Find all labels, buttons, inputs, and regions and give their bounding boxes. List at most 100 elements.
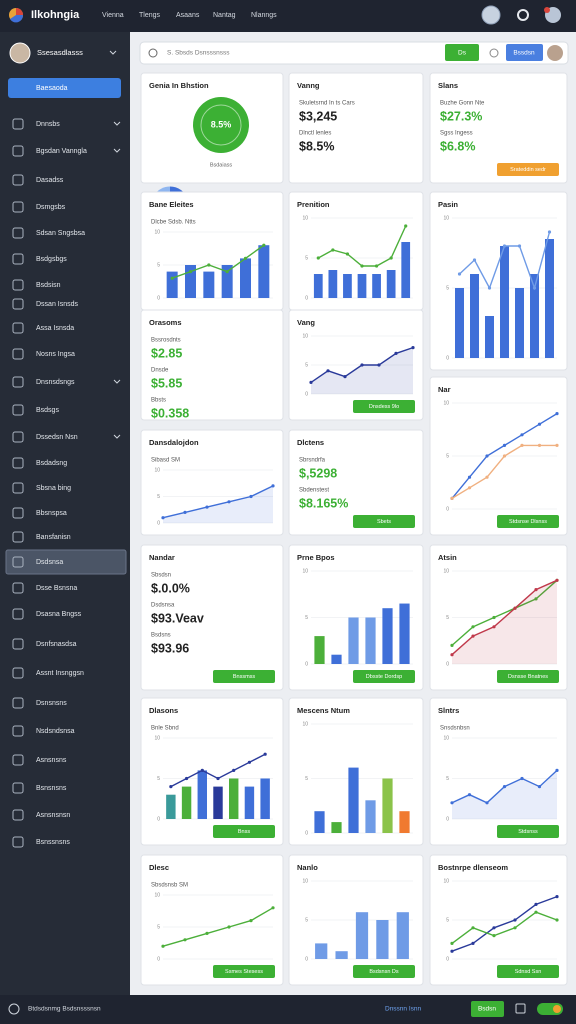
bar — [348, 767, 359, 833]
sidebar-item[interactable]: Dasadss — [36, 177, 64, 184]
sidebar-item[interactable]: Dsdsnsa — [36, 559, 63, 566]
sidebar-item[interactable]: Dssan Isnsds — [36, 301, 79, 308]
card: Dlesc Sbsdsnsb SM Ssmes Stesess 0 5 10 — [140, 854, 284, 986]
card-button[interactable] — [353, 670, 415, 683]
point — [232, 768, 236, 772]
footer-button[interactable] — [471, 1001, 504, 1017]
y-tick-label: 5 — [305, 776, 308, 782]
nav-link[interactable]: Asaans — [176, 12, 200, 19]
card: Dansdalojdon Sibasd SM 0 5 10 — [140, 429, 284, 536]
card-button[interactable] — [213, 965, 275, 978]
sidebar-item[interactable]: Bsdgsbgs — [36, 256, 67, 263]
sidebar-item[interactable]: Dssedsn Nsn — [36, 434, 78, 441]
point — [471, 634, 475, 638]
point — [200, 768, 204, 772]
card-button-label: Stdsnse Dlsnss — [509, 519, 547, 525]
card-button[interactable] — [213, 670, 275, 683]
sidebar-item[interactable]: Bsnsnsns — [36, 785, 67, 792]
card-title: Mescens Ntum — [297, 706, 350, 715]
profile-name[interactable]: Ssesasdlasss — [37, 48, 83, 57]
point — [188, 270, 193, 274]
bar — [399, 603, 410, 664]
sidebar-item[interactable]: Nosns Ingsa — [36, 351, 75, 358]
point — [450, 941, 454, 945]
sidebar-item[interactable]: Bansfanisn — [36, 534, 71, 541]
row-label: Buzhe Gonn Nte — [440, 101, 485, 107]
user-avatar[interactable] — [547, 45, 563, 61]
nav-link[interactable]: Tlengs — [139, 12, 161, 19]
active-item — [5, 549, 127, 575]
item-icon — [12, 836, 24, 848]
sidebar-item[interactable]: Dsmgsbs — [36, 204, 66, 211]
card-button-label: Sbets — [377, 519, 391, 525]
item-icon — [12, 201, 24, 213]
card-title: Nanlo — [297, 863, 318, 872]
sidebar-item[interactable]: Asnsnsnsn — [36, 812, 70, 819]
point — [485, 454, 489, 458]
row-value: $8.165% — [299, 496, 348, 510]
nav-link[interactable]: Vienna — [102, 12, 124, 19]
row-label: Skuletsrnd In ts Cars — [299, 101, 355, 107]
item-icon — [12, 667, 24, 679]
sidebar-item[interactable]: Bsnssnsns — [36, 839, 70, 846]
card: Dlasons Bnle Sbnd Bnss 0 5 10 — [140, 697, 284, 846]
sidebar-item[interactable]: Dnnsbs — [36, 121, 60, 128]
card-button[interactable] — [213, 825, 275, 838]
sidebar-item[interactable]: Dsnfsnasdsa — [36, 641, 77, 648]
sidebar-item[interactable]: Asnsnsns — [36, 757, 67, 764]
green-button[interactable] — [445, 44, 479, 61]
y-tick-label: 0 — [305, 295, 308, 301]
card-button[interactable] — [353, 400, 415, 413]
card-button[interactable] — [497, 515, 559, 528]
card-button-label: Bsdsnsn Ds — [369, 969, 399, 975]
settings-icon[interactable] — [517, 9, 529, 21]
card-button[interactable] — [497, 670, 559, 683]
item-icon — [12, 582, 24, 594]
sidebar-item[interactable]: Bsdadsng — [36, 460, 67, 467]
card-button[interactable] — [497, 825, 559, 838]
sidebar-item[interactable]: Dsse Bsnsna — [36, 585, 77, 592]
point — [534, 910, 538, 914]
card-button[interactable] — [353, 965, 415, 978]
avatar[interactable] — [481, 5, 501, 25]
bar — [500, 246, 509, 358]
sidebar-item[interactable]: Bsdsgs — [36, 407, 59, 414]
blue-button[interactable] — [506, 44, 543, 61]
point — [450, 801, 454, 805]
nav-link[interactable]: Nantag — [213, 12, 236, 19]
card-button[interactable] — [497, 163, 559, 176]
item-icon — [12, 118, 24, 130]
point — [316, 256, 320, 260]
card-button[interactable] — [497, 965, 559, 978]
sidebar-item[interactable]: Sbsna bing — [36, 485, 71, 492]
sidebar-item[interactable]: Nsdsndsnsa — [36, 728, 75, 735]
item-icon — [12, 507, 24, 519]
nav-link[interactable]: Nlanngs — [251, 12, 277, 19]
item-icon — [12, 457, 24, 469]
card-title: Vang — [297, 318, 315, 327]
point — [243, 256, 248, 260]
footer-link[interactable]: Dnssnn Isnn — [385, 1006, 422, 1013]
item-icon — [12, 376, 24, 388]
sidebar-item[interactable]: Assa Isnsda — [36, 325, 74, 332]
y-tick-label: 0 — [157, 520, 160, 526]
point — [450, 496, 454, 500]
point — [183, 938, 187, 942]
primary-button[interactable] — [8, 78, 121, 98]
bar — [315, 943, 328, 959]
sidebar-item[interactable]: Assnt Insnggsn — [36, 670, 84, 677]
point — [520, 443, 524, 447]
sidebar-item[interactable]: Bbsnspsa — [36, 510, 67, 517]
sidebar-item[interactable]: Bsdsisn — [36, 282, 61, 289]
y-tick-label: 0 — [446, 816, 449, 822]
card-button[interactable] — [353, 515, 415, 528]
item-icon — [12, 725, 24, 737]
sidebar-item[interactable]: Sdsan Sngsbsa — [36, 230, 85, 237]
row-value: $.0.0% — [151, 581, 190, 595]
sidebar-item[interactable]: Dsnsnsns — [36, 700, 67, 707]
sidebar-item[interactable]: Dsasna Bngss — [36, 611, 82, 618]
y-tick-label: 5 — [446, 615, 449, 621]
sidebar-item[interactable]: Dnsnsdsngs — [36, 379, 75, 386]
point — [183, 510, 187, 514]
sidebar-item[interactable]: Bgsdan Vanngla — [36, 148, 87, 155]
